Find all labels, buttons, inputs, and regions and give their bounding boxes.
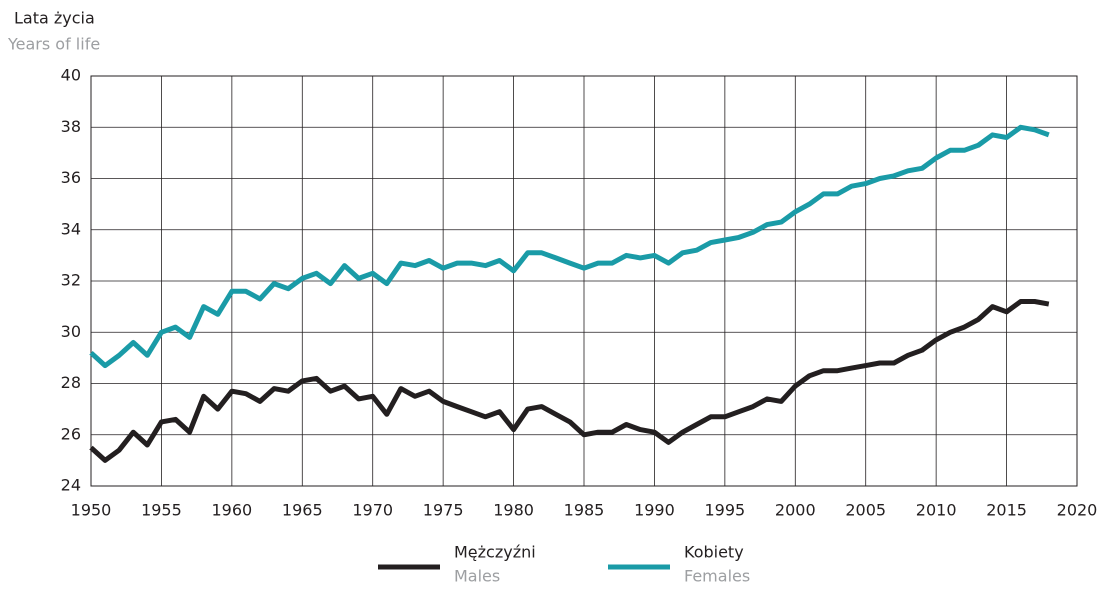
y-tick-label: 32 xyxy=(61,271,81,290)
y-tick-label: 34 xyxy=(61,219,81,238)
y-tick-label: 26 xyxy=(61,424,81,443)
legend-label: Mężczyźni xyxy=(454,543,536,562)
legend-label: Kobiety xyxy=(684,543,744,562)
legend-sublabel: Females xyxy=(684,567,750,586)
y-tick-label: 24 xyxy=(61,476,81,495)
y-tick-label: 38 xyxy=(61,117,81,136)
x-tick-label: 1965 xyxy=(282,501,323,520)
y-tick-label: 40 xyxy=(61,66,81,85)
x-tick-label: 1995 xyxy=(704,501,745,520)
data-line xyxy=(89,299,1050,463)
y-tick-label: 36 xyxy=(61,168,81,187)
x-tick-label: 2020 xyxy=(1057,501,1098,520)
y-tick-label: 30 xyxy=(61,322,81,341)
x-tick-label: 1960 xyxy=(211,501,252,520)
x-tick-label: 1980 xyxy=(493,501,534,520)
x-tick-label: 2010 xyxy=(916,501,957,520)
y-axis-label: Lata życia xyxy=(14,9,95,28)
x-tick-label: 1985 xyxy=(564,501,605,520)
legend-sublabel: Males xyxy=(454,567,500,586)
x-tick-label: 1970 xyxy=(352,501,393,520)
x-tick-label: 1950 xyxy=(71,501,112,520)
y-axis-label-sub: Years of life xyxy=(7,35,100,54)
plot-frame xyxy=(90,75,1078,487)
x-tick-label: 2005 xyxy=(845,501,886,520)
x-tick-label: 1975 xyxy=(423,501,464,520)
y-tick-label: 28 xyxy=(61,373,81,392)
x-tick-label: 2000 xyxy=(775,501,816,520)
x-tick-label: 1955 xyxy=(141,501,182,520)
x-tick-label: 2015 xyxy=(986,501,1027,520)
x-tick-label: 1990 xyxy=(634,501,675,520)
data-line xyxy=(89,124,1050,369)
